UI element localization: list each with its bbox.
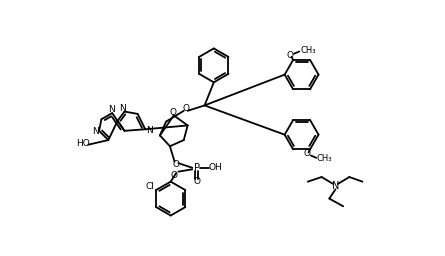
Text: O: O [170,108,177,117]
Text: CH₃: CH₃ [317,154,332,163]
Text: N: N [108,105,115,114]
Text: N: N [92,127,99,136]
Text: N: N [332,181,339,191]
Text: O: O [182,104,190,113]
Text: O: O [287,51,294,60]
Text: P: P [194,163,200,173]
Text: N: N [119,104,125,113]
Text: O: O [170,171,177,180]
Text: CH₃: CH₃ [300,46,316,55]
Text: OH: OH [209,163,222,172]
Text: O: O [194,177,200,186]
Text: HO: HO [76,140,90,148]
Text: Cl: Cl [146,182,154,191]
Text: O: O [173,160,180,169]
Text: N: N [146,126,153,135]
Text: O: O [303,150,311,158]
